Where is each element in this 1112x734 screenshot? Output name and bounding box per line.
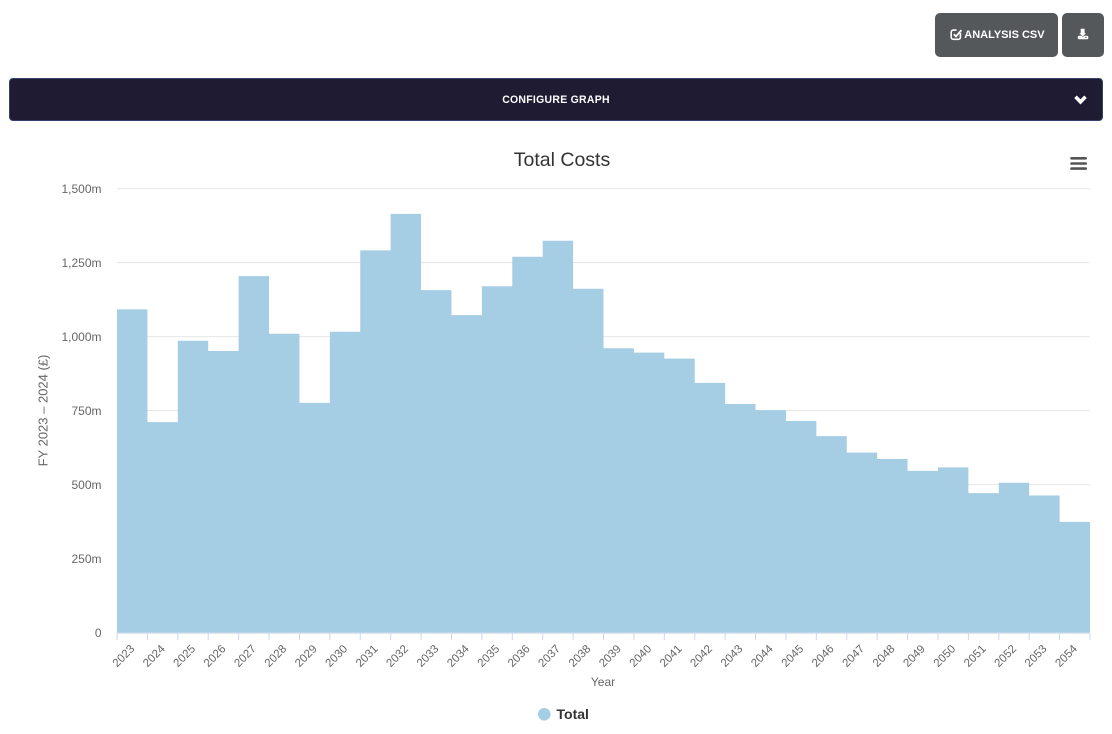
svg-text:2037: 2037 xyxy=(536,643,563,670)
svg-text:2041: 2041 xyxy=(658,643,685,670)
svg-text:2047: 2047 xyxy=(841,643,868,670)
svg-text:2046: 2046 xyxy=(810,643,837,670)
svg-text:750m: 750m xyxy=(71,404,101,418)
svg-text:Year: Year xyxy=(591,675,615,689)
svg-text:2035: 2035 xyxy=(476,643,503,670)
svg-text:2048: 2048 xyxy=(871,643,898,670)
svg-text:2031: 2031 xyxy=(354,643,381,670)
svg-text:2049: 2049 xyxy=(901,643,928,670)
svg-text:2025: 2025 xyxy=(172,643,199,670)
svg-text:2051: 2051 xyxy=(962,643,989,670)
svg-text:2024: 2024 xyxy=(141,643,168,670)
svg-text:1,250m: 1,250m xyxy=(61,256,101,270)
svg-text:2032: 2032 xyxy=(384,643,411,670)
svg-text:250m: 250m xyxy=(71,552,101,566)
svg-text:Total: Total xyxy=(557,706,589,722)
svg-text:2043: 2043 xyxy=(719,643,746,670)
svg-text:Total Costs: Total Costs xyxy=(514,149,611,171)
svg-text:2053: 2053 xyxy=(1023,643,1050,670)
svg-text:2026: 2026 xyxy=(202,643,229,670)
svg-text:2040: 2040 xyxy=(628,643,655,670)
svg-text:500m: 500m xyxy=(71,478,101,492)
svg-text:2030: 2030 xyxy=(324,643,351,670)
svg-text:2028: 2028 xyxy=(263,643,290,670)
svg-text:2029: 2029 xyxy=(293,643,320,670)
svg-text:2033: 2033 xyxy=(415,643,442,670)
svg-text:2027: 2027 xyxy=(232,643,259,670)
svg-text:2054: 2054 xyxy=(1053,643,1080,670)
svg-text:1,500m: 1,500m xyxy=(61,182,101,196)
svg-text:0: 0 xyxy=(95,626,102,640)
svg-text:2045: 2045 xyxy=(780,643,807,670)
svg-text:2052: 2052 xyxy=(993,643,1020,670)
svg-text:2044: 2044 xyxy=(749,643,776,670)
svg-text:2023: 2023 xyxy=(111,643,138,670)
svg-text:2034: 2034 xyxy=(445,643,472,670)
svg-text:1,000m: 1,000m xyxy=(61,330,101,344)
svg-text:2038: 2038 xyxy=(567,643,594,670)
svg-text:2042: 2042 xyxy=(688,643,715,670)
svg-text:2039: 2039 xyxy=(597,643,624,670)
svg-text:2036: 2036 xyxy=(506,643,533,670)
svg-text:2050: 2050 xyxy=(932,643,959,670)
svg-text:FY 2023 – 2024 (£): FY 2023 – 2024 (£) xyxy=(36,355,51,467)
